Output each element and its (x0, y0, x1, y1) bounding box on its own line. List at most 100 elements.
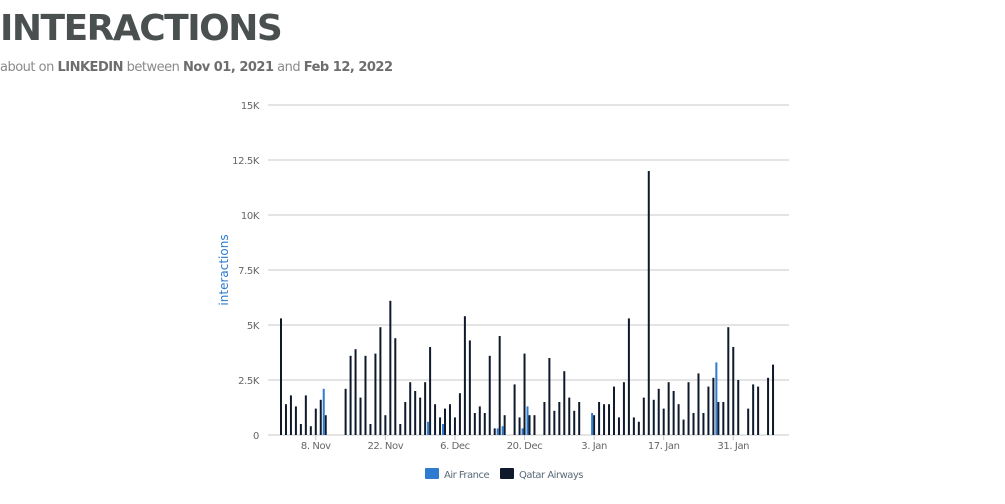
bar-qatar-airways (523, 353, 526, 435)
bar-qatar-airways (528, 415, 531, 435)
bar-qatar-airways (493, 428, 496, 435)
bar-qatar-airways (727, 327, 730, 435)
bar-qatar-airways (424, 382, 427, 435)
bar-qatar-airways (737, 380, 740, 435)
bar-qatar-airways (473, 413, 476, 435)
bar-air-france (591, 413, 594, 435)
bar-qatar-airways (314, 408, 317, 435)
chart-bars (280, 171, 775, 435)
page-title: INTERACTIONS (0, 8, 283, 49)
bar-qatar-airways (319, 399, 322, 435)
y-tick-label: 5K (247, 321, 260, 332)
bar-qatar-airways (453, 417, 456, 435)
y-tick-label: 0 (253, 431, 259, 442)
bar-qatar-airways (404, 402, 407, 435)
bar-air-france (496, 428, 499, 435)
bar-qatar-airways (533, 415, 536, 435)
bar-air-france (501, 426, 504, 435)
bar-qatar-airways (439, 417, 442, 435)
bar-qatar-airways (409, 382, 412, 435)
bar-qatar-airways (573, 410, 576, 435)
legend-label: Qatar Airways (519, 470, 583, 481)
bar-qatar-airways (458, 393, 461, 435)
bar-air-france (322, 388, 325, 435)
bar-qatar-airways (593, 415, 596, 435)
bar-qatar-airways (304, 395, 307, 435)
x-tick-label: 22. Nov (367, 441, 403, 452)
bar-qatar-airways (419, 397, 422, 435)
bar-qatar-airways (414, 391, 417, 435)
bar-air-france (526, 406, 529, 435)
bar-qatar-airways (389, 300, 392, 435)
bar-qatar-airways (707, 386, 710, 435)
bar-air-france (521, 428, 524, 435)
y-axis-label: interactions (217, 234, 231, 305)
legend-label: Air France (444, 470, 490, 481)
bar-qatar-airways (667, 382, 670, 435)
bar-qatar-airways (518, 417, 521, 435)
bar-qatar-airways (682, 419, 685, 435)
bar-qatar-airways (280, 318, 282, 435)
bar-qatar-airways (434, 404, 437, 435)
bar-qatar-airways (468, 340, 471, 435)
bar-qatar-airways (463, 316, 466, 435)
bar-qatar-airways (697, 373, 700, 435)
bar-qatar-airways (289, 395, 292, 435)
bar-qatar-airways (687, 382, 690, 435)
bar-qatar-airways (637, 421, 640, 435)
y-tick-label: 15K (241, 101, 260, 112)
bar-qatar-airways (652, 399, 655, 435)
bar-qatar-airways (757, 386, 760, 435)
bar-qatar-airways (662, 408, 665, 435)
legend-item-qatar-airways[interactable]: Qatar Airways (500, 468, 584, 481)
bar-qatar-airways (354, 349, 357, 435)
chart-x-axis: 8. Nov 22. Nov 6. Dec 20. Dec 3. Jan 17. Jan 3… (301, 435, 750, 452)
bar-qatar-airways (558, 402, 561, 435)
bar-qatar-airways (568, 397, 571, 435)
bar-qatar-airways (503, 415, 506, 435)
x-tick-label: 20. Dec (507, 441, 543, 452)
bar-air-france (715, 362, 718, 435)
bar-qatar-airways (642, 397, 645, 435)
bar-qatar-airways (657, 388, 660, 435)
bar-qatar-airways (672, 391, 675, 435)
subtitle-between: between (126, 60, 180, 75)
chart-legend: Air France Qatar Airways (425, 468, 584, 481)
bar-qatar-airways (394, 338, 397, 435)
bar-qatar-airways (364, 355, 367, 435)
bar-qatar-airways (692, 413, 695, 435)
bar-qatar-airways (612, 386, 615, 435)
bar-air-france (427, 421, 430, 435)
x-tick-label: 17. Jan (648, 441, 680, 452)
bar-qatar-airways (627, 318, 630, 435)
bar-qatar-airways (324, 415, 327, 435)
x-tick-label: 8. Nov (301, 441, 331, 452)
platform-name: LINKEDIN (57, 60, 123, 75)
legend-swatch (500, 468, 514, 479)
bar-qatar-airways (608, 404, 611, 435)
date-range-subtitle: about on LINKEDIN between Nov 01, 2021 a… (0, 60, 393, 75)
x-tick-label: 6. Dec (440, 441, 470, 452)
bar-qatar-airways (598, 402, 601, 435)
bar-qatar-airways (478, 406, 481, 435)
bar-qatar-airways (752, 384, 755, 435)
start-date: Nov 01, 2021 (182, 60, 274, 75)
bar-qatar-airways (603, 404, 606, 435)
bar-qatar-airways (344, 388, 347, 435)
bar-qatar-airways (543, 402, 546, 435)
legend-item-air-france[interactable]: Air France (425, 468, 490, 481)
bar-qatar-airways (747, 408, 750, 435)
bar-qatar-airways (513, 384, 516, 435)
bar-qatar-airways (548, 358, 551, 435)
bar-qatar-airways (349, 355, 352, 435)
bar-qatar-airways (617, 417, 620, 435)
bar-qatar-airways (284, 404, 287, 435)
y-tick-label: 2.5K (238, 376, 260, 387)
legend-swatch (425, 468, 439, 479)
bar-qatar-airways (712, 377, 715, 435)
bar-qatar-airways (578, 402, 581, 435)
bar-qatar-airways (483, 413, 486, 435)
bar-qatar-airways (369, 424, 372, 435)
y-tick-label: 12.5K (232, 156, 260, 167)
